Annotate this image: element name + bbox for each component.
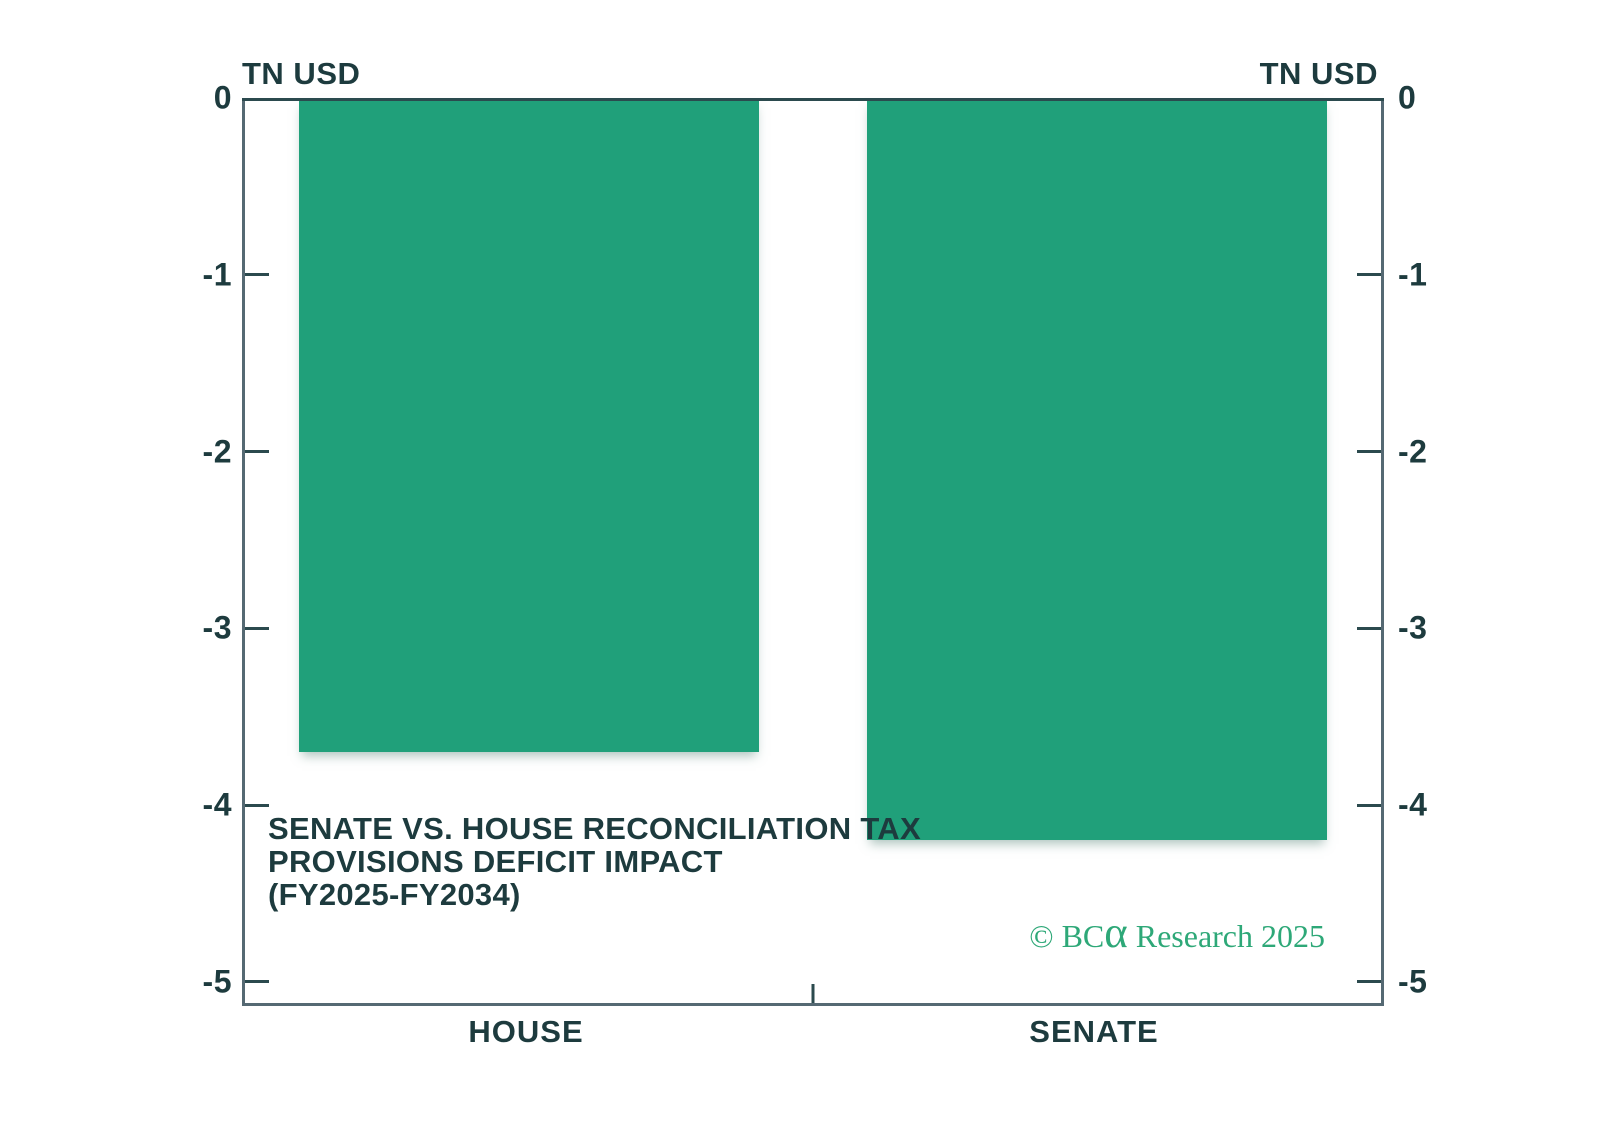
copyright-note: © BCα Research 2025: [1029, 910, 1325, 955]
y-tick-left: [245, 450, 269, 454]
y-tick-label-left: -5: [202, 963, 232, 1000]
chart-title-line-3: (FY2025-FY2034): [268, 877, 521, 912]
y-tick-label-left: 0: [213, 79, 232, 116]
y-tick-left: [245, 980, 269, 984]
y-tick-right: [1357, 626, 1381, 630]
y-tick-left: [245, 626, 269, 630]
x-axis-category-labels: HOUSE SENATE: [242, 1014, 1378, 1050]
bar-house: [299, 98, 759, 752]
y-tick-label-right: -1: [1398, 256, 1428, 293]
chart-title: SENATE VS. HOUSE RECONCILIATION TAX PROV…: [268, 812, 921, 911]
y-tick-right: [1357, 803, 1381, 807]
y-tick-right: [1357, 980, 1381, 984]
y-tick-left: [245, 273, 269, 277]
zero-axis-line: [242, 98, 1384, 101]
y-tick-label-left: -4: [202, 786, 232, 823]
y-tick-right: [1357, 273, 1381, 277]
y-tick-label-left: -3: [202, 609, 232, 646]
y-axis-unit-label-right: TN USD: [1259, 56, 1378, 91]
y-tick-label-right: -5: [1398, 963, 1428, 1000]
x-axis-mid-tick: [811, 984, 815, 1003]
plot-area: SENATE VS. HOUSE RECONCILIATION TAX PROV…: [203, 80, 1427, 1006]
y-tick-label-right: -4: [1398, 786, 1428, 823]
copyright-prefix: © BC: [1029, 918, 1105, 954]
x-axis-label-house: HOUSE: [468, 1014, 584, 1049]
y-tick-right: [1357, 450, 1381, 454]
chart-title-line-2: PROVISIONS DEFICIT IMPACT: [268, 844, 723, 879]
copyright-suffix: Research 2025: [1127, 918, 1325, 954]
y-axis-unit-label-left: TN USD: [242, 56, 361, 91]
x-axis-label-senate: SENATE: [1029, 1014, 1159, 1049]
bar-senate: [867, 98, 1327, 841]
y-tick-label-left: -1: [202, 256, 232, 293]
y-tick-label-left: -2: [202, 433, 232, 470]
y-tick-label-right: -3: [1398, 609, 1428, 646]
y-tick-left: [245, 803, 269, 807]
y-tick-label-right: -2: [1398, 433, 1428, 470]
y-tick-label-right: 0: [1398, 79, 1417, 116]
copyright-alpha-glyph: α: [1104, 907, 1128, 957]
chart-title-line-1: SENATE VS. HOUSE RECONCILIATION TAX: [268, 811, 921, 846]
